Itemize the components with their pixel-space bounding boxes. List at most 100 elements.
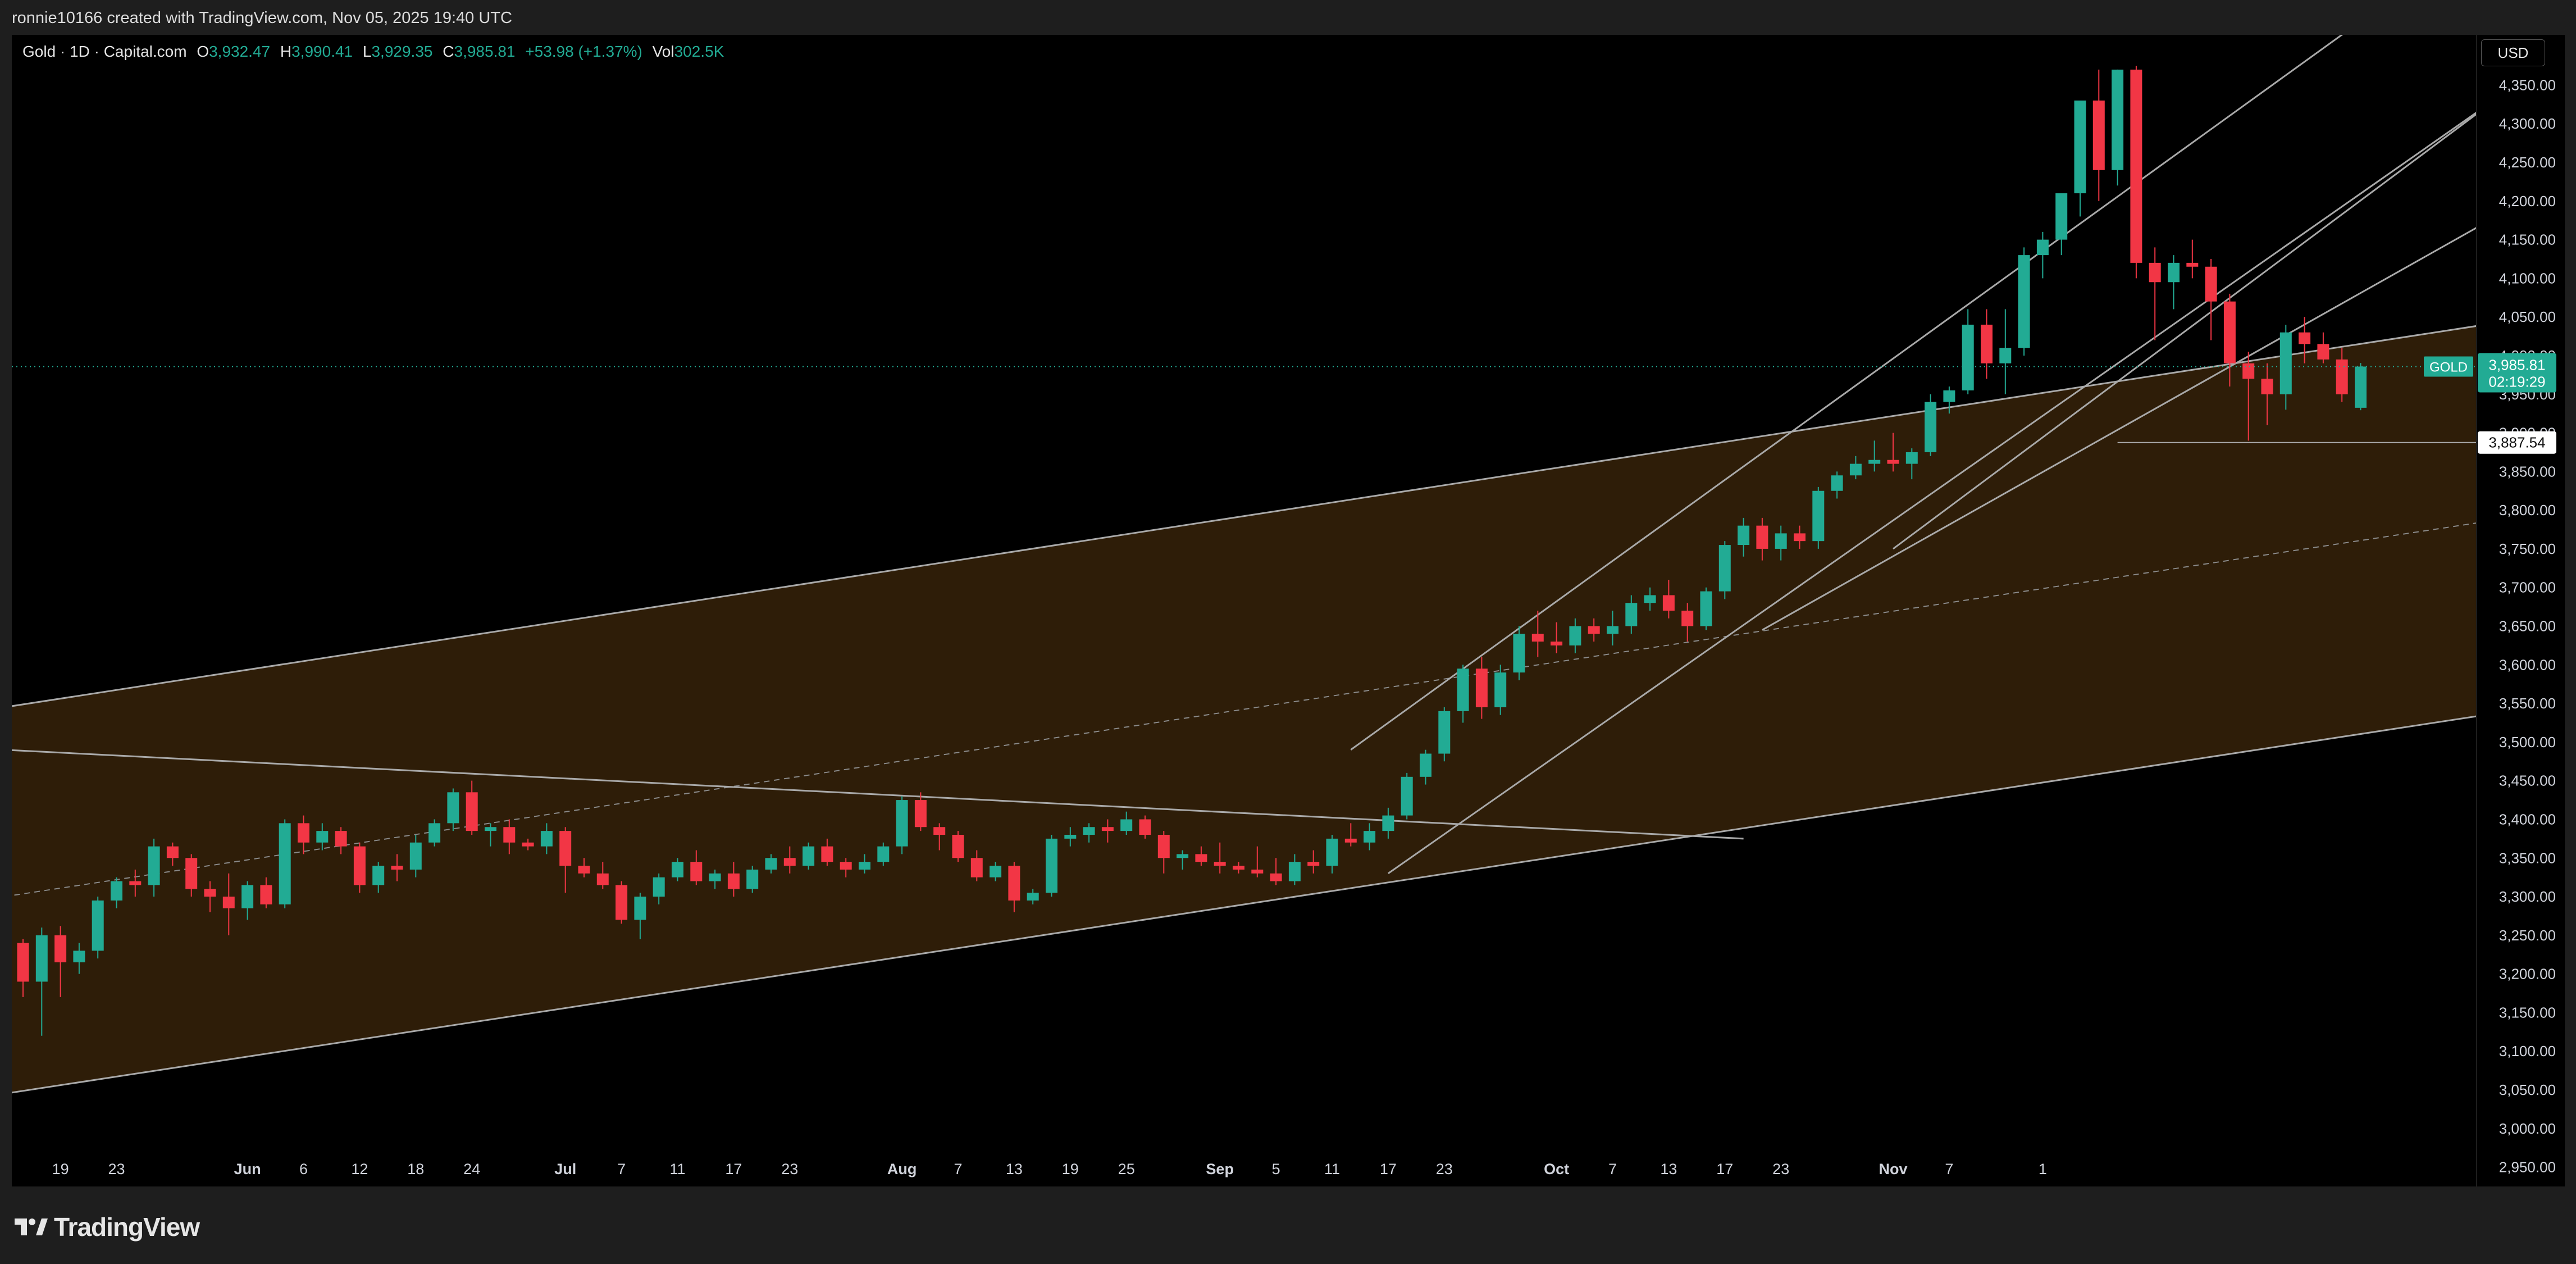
candle-body [1288, 862, 1301, 881]
candle-body [1718, 545, 1731, 592]
price-tick-label: 3,250.00 [2499, 927, 2556, 944]
candle-body [1812, 490, 1825, 542]
candle-body [709, 873, 721, 881]
candle-body [1401, 776, 1413, 816]
price-tick-label: 4,150.00 [2499, 231, 2556, 248]
candle-body [485, 827, 496, 831]
candle-body [1251, 869, 1264, 874]
candle-body [1083, 827, 1095, 835]
time-tick-label: Jul [554, 1161, 576, 1177]
price-tick-label: 4,200.00 [2499, 193, 2556, 210]
time-tick-label: Nov [1879, 1161, 1907, 1177]
price-tick-label: 3,550.00 [2499, 695, 2556, 712]
candle-body [2036, 239, 2049, 256]
time-tick-label: 17 [1380, 1161, 1397, 1177]
candle-body [1756, 525, 1768, 549]
candle-body [727, 873, 740, 889]
symbol-tag-text: GOLD [2429, 360, 2468, 375]
candle-body [1681, 611, 1694, 626]
price-tick-label: 3,300.00 [2499, 888, 2556, 905]
candle-body [1177, 854, 1189, 858]
price-tick-label: 3,850.00 [2499, 463, 2556, 480]
open-label: O [197, 43, 209, 60]
time-axis[interactable]: 19 23 Jun 6 12 18 24 Jul 7 11 17 23 Aug 7 13 19 25 Sep 5 11… [12, 1146, 2476, 1186]
candle-body [1307, 862, 1320, 866]
candle-body [933, 827, 946, 835]
candle-body [2074, 100, 2086, 194]
price-tick-label: 3,700.00 [2499, 579, 2556, 596]
time-tick-label: 6 [299, 1161, 308, 1177]
candle-body [54, 935, 67, 963]
price-tick-label: 3,100.00 [2499, 1043, 2556, 1060]
candle-body [2130, 69, 2142, 263]
candle-body [466, 792, 478, 831]
countdown-label: 02:19:29 [2488, 373, 2545, 390]
trendline-channel-upper [12, 325, 2476, 707]
price-tick-label: 4,300.00 [2499, 115, 2556, 132]
candle-body [1625, 603, 1638, 626]
candle-body [73, 951, 85, 963]
candle-body [1475, 669, 1488, 707]
currency-button[interactable]: USD [2481, 39, 2545, 66]
time-tick-label: 23 [1436, 1161, 1453, 1177]
last-price-label: 3,985.81 [2488, 356, 2545, 373]
symbol-title: Gold · 1D · Capital.com [22, 43, 187, 60]
price-tick-label: 2,950.00 [2499, 1159, 2556, 1176]
candle-body [391, 866, 403, 870]
price-scale[interactable]: 4,350.00 4,300.00 4,250.00 4,200.00 4,150.00… [2476, 35, 2565, 1186]
candle-body [129, 881, 142, 885]
candle-body [260, 885, 272, 904]
candle-body [1999, 348, 2012, 363]
candle-body [17, 943, 29, 982]
volume-value: 302.5K [674, 43, 724, 60]
candle-body [1531, 634, 1544, 642]
candle-body [1962, 324, 1974, 390]
time-tick-label: Oct [1544, 1161, 1569, 1177]
candle-body [1233, 866, 1244, 870]
price-tick-label: 3,050.00 [2499, 1081, 2556, 1098]
candle-body [896, 800, 908, 847]
symbol-legend: Gold · 1D · Capital.com O3,932.47 H3,990… [22, 43, 724, 61]
candle-body [1644, 595, 1656, 603]
candle-body [503, 827, 516, 843]
candle-body [1195, 854, 1207, 862]
candle-body [2186, 262, 2199, 267]
time-tick-label: 17 [725, 1161, 742, 1177]
time-tick-label: 25 [1118, 1161, 1135, 1177]
tradingview-wordmark: TradingView [54, 1212, 200, 1242]
time-tick-label: 23 [1772, 1161, 1789, 1177]
price-tick-label: 3,450.00 [2499, 772, 2556, 789]
candle-body [540, 831, 553, 847]
time-tick-label: 7 [954, 1161, 962, 1177]
level-label: 3,887.54 [2488, 434, 2545, 451]
candle-body [2279, 332, 2292, 394]
candle-body [92, 900, 104, 951]
time-tick-label: Aug [887, 1161, 917, 1177]
candle-body [166, 846, 179, 858]
high-value: 3,990.41 [291, 43, 353, 60]
chart-area[interactable]: GOLD [12, 35, 2476, 1186]
price-tick-label: 4,050.00 [2499, 308, 2556, 325]
candle-body [615, 885, 628, 920]
price-tick-label: 3,500.00 [2499, 734, 2556, 751]
candle-body [2055, 193, 2068, 240]
candle-body [1364, 831, 1376, 843]
candle-body [1551, 642, 1563, 645]
tradingview-logo[interactable]: TradingView [13, 1212, 200, 1242]
candle-body [1569, 626, 1581, 645]
top-bar: ronnie10166 created with TradingView.com… [0, 0, 2576, 35]
trendline-declining-resistance [12, 749, 1744, 840]
candle-body [653, 877, 665, 897]
tradingview-logo-icon [15, 1218, 48, 1235]
candle-body [1905, 452, 1918, 464]
candle-body [2242, 363, 2255, 379]
high-label: H [280, 43, 292, 60]
price-chart[interactable]: GOLD [12, 35, 2476, 1186]
candle-body [1457, 669, 1469, 711]
candle-body [428, 823, 441, 843]
candle-body [1344, 838, 1357, 843]
time-tick-label: 24 [463, 1161, 480, 1177]
candle-body [35, 935, 48, 982]
candle-body [1046, 838, 1057, 893]
time-tick-label: 7 [1945, 1161, 1953, 1177]
